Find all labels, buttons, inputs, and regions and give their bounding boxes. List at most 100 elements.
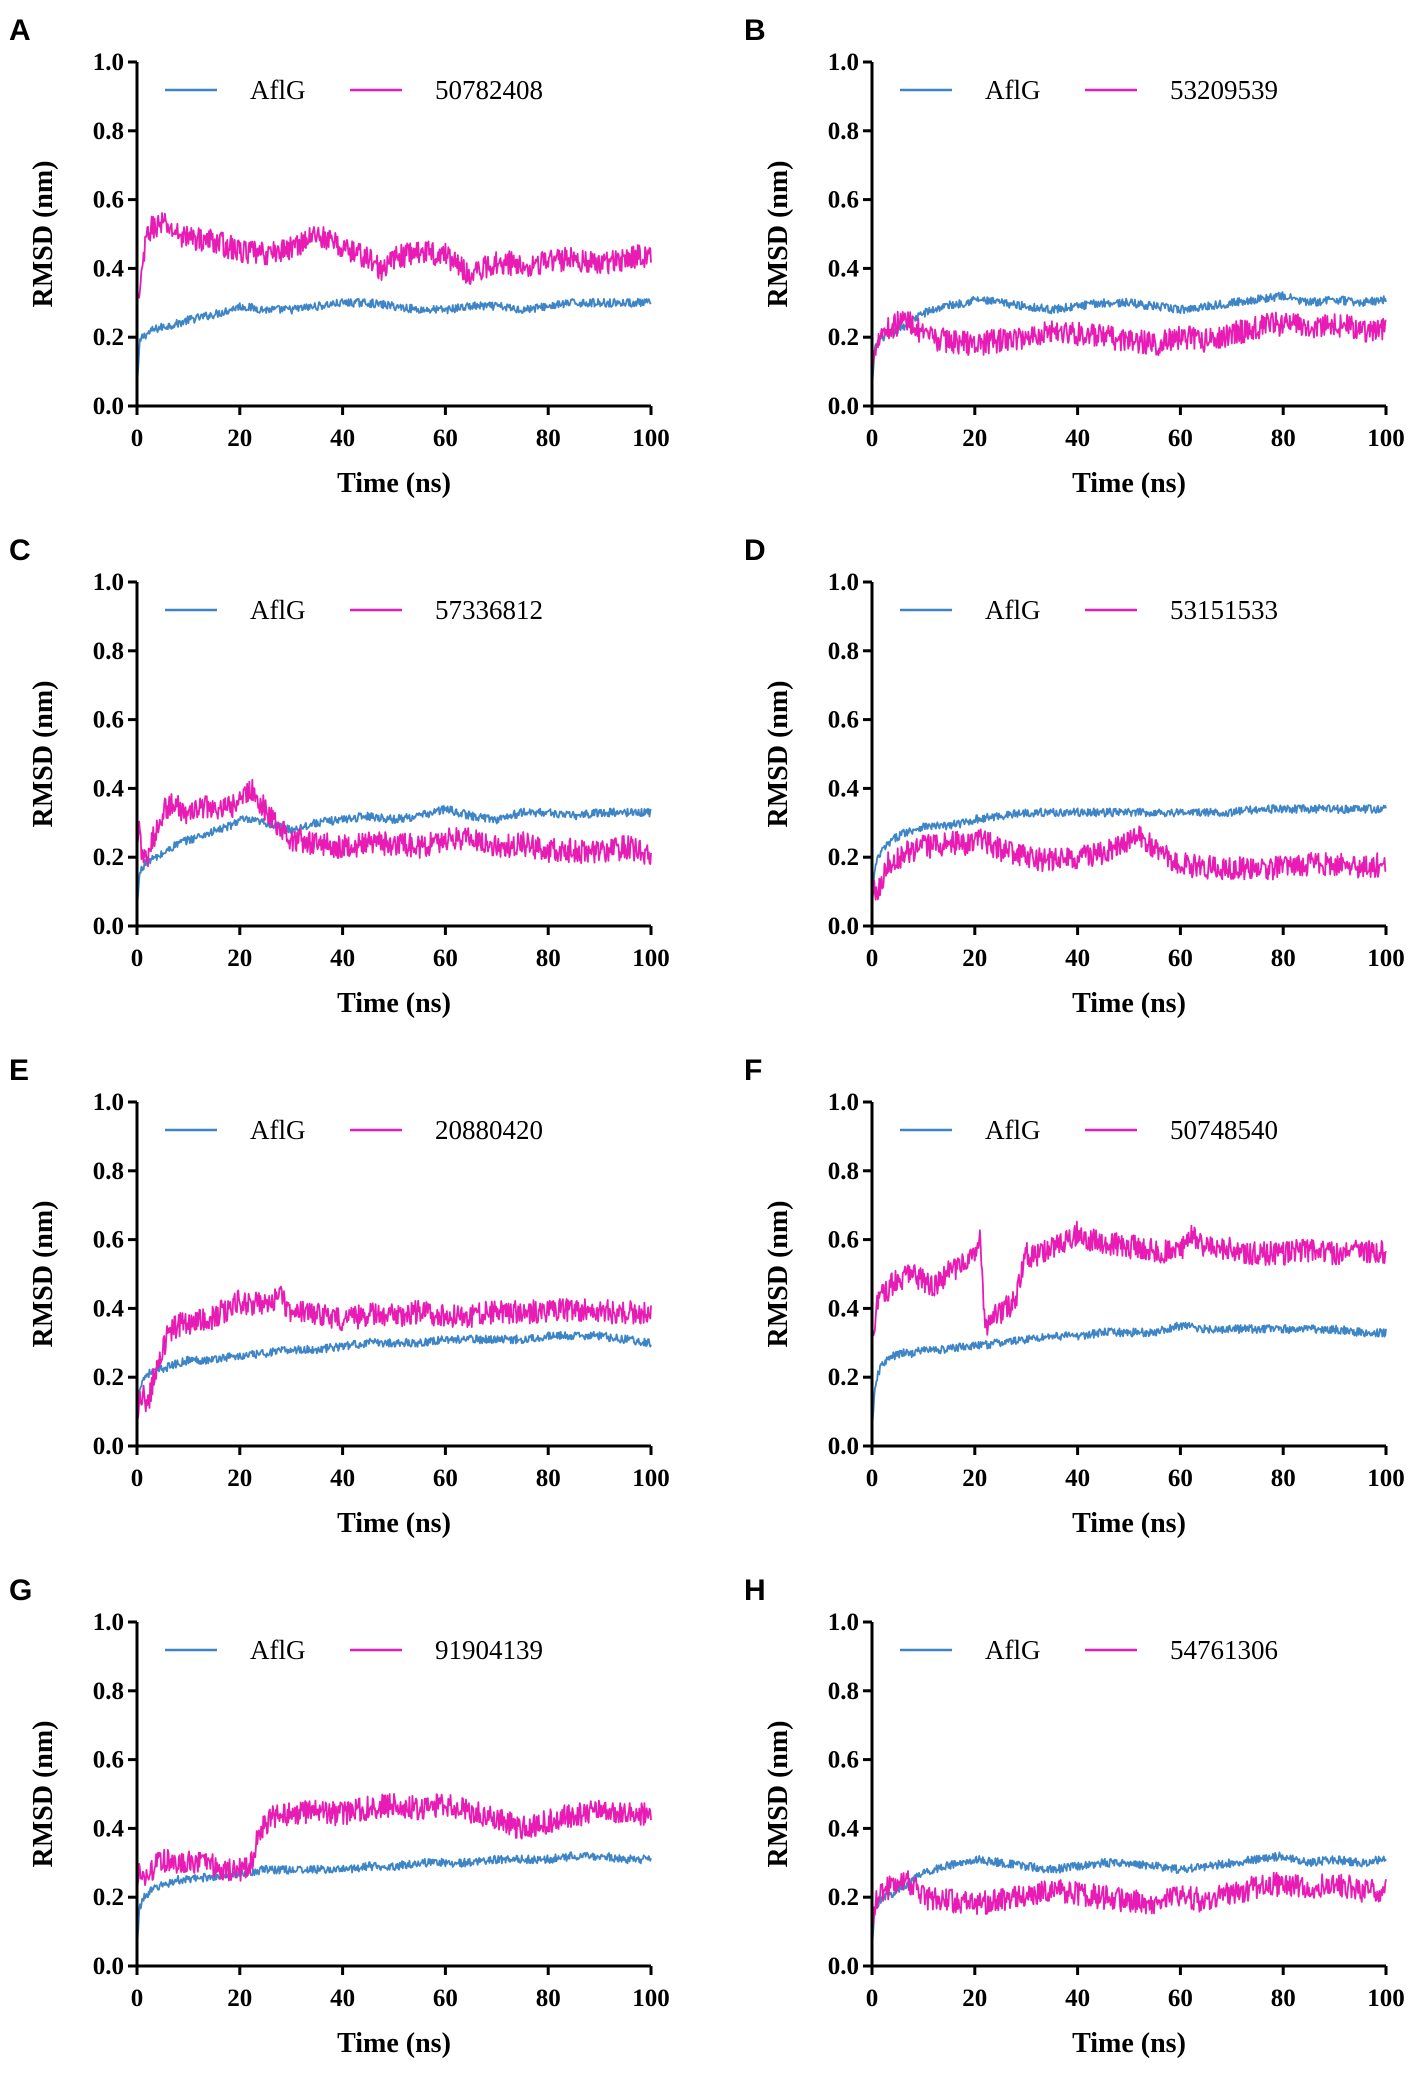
y-tick-label: 0.0: [828, 913, 859, 940]
x-tick-label: 40: [330, 425, 355, 452]
y-tick-label: 0.0: [93, 393, 124, 420]
y-tick-label: 0.0: [828, 1433, 859, 1460]
x-tick-label: 100: [632, 1465, 670, 1492]
x-tick-label: 60: [1168, 1985, 1193, 2012]
x-tick-label: 100: [632, 945, 670, 972]
y-axis-title: RMSD (nm): [28, 681, 59, 828]
y-tick-label: 0.8: [93, 1678, 124, 1705]
y-tick-label: 0.0: [828, 1953, 859, 1980]
y-tick-label: 1.0: [828, 49, 859, 76]
x-tick-label: 0: [131, 425, 144, 452]
panel-g: G 0.0 0.2 0.4 0.6 0.8 1.0 0 20 40 60 80 100 Time (ns)…: [9, 1574, 670, 2059]
legend-label: 50782408: [435, 75, 543, 105]
y-tick-label: 1.0: [93, 569, 124, 596]
y-tick-label: 0.6: [828, 707, 859, 734]
y-tick-label: 0.2: [828, 1364, 859, 1391]
x-tick-label: 20: [962, 1465, 987, 1492]
panel-c: C 0.0 0.2 0.4 0.6 0.8 1.0 0 20 40 60 80 100 Time (ns)…: [9, 534, 670, 1019]
x-axis-title: Time (ns): [337, 1508, 451, 1539]
series-line-ligand: [871, 310, 1387, 372]
y-tick-label: 0.2: [93, 1364, 124, 1391]
series-line-aflg: [136, 297, 652, 389]
x-tick-label: 60: [1168, 945, 1193, 972]
y-tick-label: 1.0: [93, 49, 124, 76]
x-tick-label: 0: [866, 1465, 879, 1492]
panel-h: H 0.0 0.2 0.4 0.6 0.8 1.0 0 20 40 60 80 100 Time (ns)…: [744, 1574, 1405, 2059]
x-tick-label: 80: [1271, 1985, 1296, 2012]
panel-f: F 0.0 0.2 0.4 0.6 0.8 1.0 0 20 40 60 80 100 Time (ns)…: [744, 1054, 1405, 1539]
y-tick-label: 0.8: [828, 118, 859, 145]
series-line-aflg: [136, 805, 652, 909]
y-tick-label: 1.0: [93, 1609, 124, 1636]
x-tick-label: 40: [330, 1985, 355, 2012]
y-axis-title: RMSD (nm): [763, 1721, 794, 1868]
legend-label: AflG: [250, 1115, 306, 1145]
x-tick-label: 60: [1168, 1465, 1193, 1492]
legend-label: 57336812: [435, 595, 543, 625]
legend-label: 53209539: [1170, 75, 1278, 105]
y-tick-label: 1.0: [828, 1609, 859, 1636]
panel-letter: C: [9, 534, 31, 567]
y-tick-label: 1.0: [93, 1089, 124, 1116]
y-tick-label: 0.4: [93, 1295, 125, 1322]
legend-label: 53151533: [1170, 595, 1278, 625]
y-tick-label: 0.8: [828, 1678, 859, 1705]
legend-label: 54761306: [1170, 1635, 1278, 1665]
series-line-aflg: [871, 1321, 1387, 1429]
y-axis-title: RMSD (nm): [28, 1201, 59, 1348]
legend-label: AflG: [985, 75, 1041, 105]
x-tick-label: 0: [866, 425, 879, 452]
y-tick-label: 1.0: [828, 1089, 859, 1116]
y-tick-label: 0.6: [828, 1227, 859, 1254]
x-tick-label: 20: [962, 945, 987, 972]
x-tick-label: 80: [1271, 425, 1296, 452]
y-tick-label: 0.6: [828, 1747, 859, 1774]
x-tick-label: 80: [536, 425, 561, 452]
y-axis-title: RMSD (nm): [28, 1721, 59, 1868]
x-tick-label: 40: [330, 945, 355, 972]
legend-label: AflG: [985, 1635, 1041, 1665]
panel-letter: B: [744, 14, 766, 47]
panel-letter: G: [9, 1574, 32, 1607]
x-tick-label: 20: [962, 1985, 987, 2012]
x-tick-label: 20: [227, 1465, 252, 1492]
legend-label: AflG: [985, 1115, 1041, 1145]
y-tick-label: 0.8: [828, 1158, 859, 1185]
x-tick-label: 40: [330, 1465, 355, 1492]
legend-label: AflG: [985, 595, 1041, 625]
x-tick-label: 20: [227, 1985, 252, 2012]
series-line-ligand: [871, 1870, 1387, 1932]
y-tick-label: 0.6: [93, 1747, 124, 1774]
x-tick-label: 100: [632, 1985, 670, 2012]
x-tick-label: 0: [866, 945, 879, 972]
y-tick-label: 0.0: [828, 393, 859, 420]
y-tick-label: 0.4: [828, 775, 860, 802]
x-tick-label: 60: [433, 1985, 458, 2012]
series-line-ligand: [136, 1285, 652, 1426]
y-tick-label: 0.4: [828, 1295, 860, 1322]
x-axis-title: Time (ns): [1072, 468, 1186, 499]
legend-label: 91904139: [435, 1635, 543, 1665]
panel-letter: A: [9, 14, 31, 47]
x-axis-title: Time (ns): [337, 468, 451, 499]
y-tick-label: 0.6: [93, 707, 124, 734]
series-line-aflg: [871, 1851, 1387, 1949]
y-tick-label: 0.2: [828, 324, 859, 351]
x-tick-label: 20: [227, 425, 252, 452]
x-tick-label: 60: [433, 1465, 458, 1492]
x-axis-title: Time (ns): [337, 988, 451, 1019]
panel-d: D 0.0 0.2 0.4 0.6 0.8 1.0 0 20 40 60 80 100 Time (ns)…: [744, 534, 1405, 1019]
x-axis-title: Time (ns): [1072, 988, 1186, 1019]
x-tick-label: 80: [536, 1465, 561, 1492]
x-tick-label: 100: [1367, 1465, 1405, 1492]
x-tick-label: 80: [1271, 945, 1296, 972]
series-line-ligand: [871, 825, 1387, 901]
y-tick-label: 0.2: [828, 844, 859, 871]
legend-label: AflG: [250, 1635, 306, 1665]
y-tick-label: 0.2: [828, 1884, 859, 1911]
x-tick-label: 20: [962, 425, 987, 452]
y-tick-label: 0.0: [93, 1433, 124, 1460]
y-tick-label: 0.2: [93, 844, 124, 871]
x-tick-label: 100: [632, 425, 670, 452]
x-tick-label: 80: [1271, 1465, 1296, 1492]
